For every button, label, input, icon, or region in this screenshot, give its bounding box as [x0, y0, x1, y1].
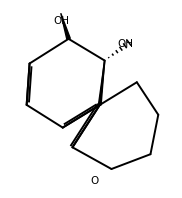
- Polygon shape: [98, 61, 105, 105]
- Polygon shape: [61, 13, 70, 39]
- Text: OH: OH: [117, 39, 133, 49]
- Text: O: O: [91, 176, 99, 186]
- Text: OH: OH: [53, 16, 69, 26]
